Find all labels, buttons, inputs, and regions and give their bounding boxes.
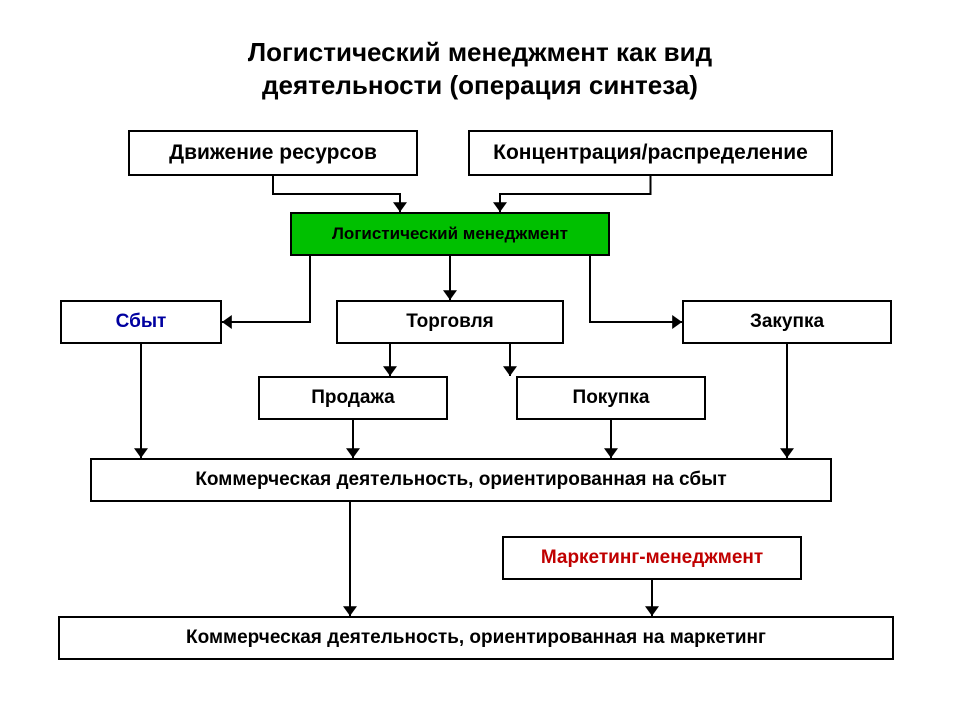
- edges-layer: [0, 0, 960, 720]
- node-sale: Продажа: [258, 376, 448, 420]
- node-resources: Движение ресурсов: [128, 130, 418, 176]
- node-marketing: Маркетинг-менеджмент: [502, 536, 802, 580]
- node-sbyt: Сбыт: [60, 300, 222, 344]
- node-buy: Покупка: [516, 376, 706, 420]
- node-comm_sbyt: Коммерческая деятельность, ориентированн…: [90, 458, 832, 502]
- node-comm_mkt: Коммерческая деятельность, ориентированн…: [58, 616, 894, 660]
- node-purchase: Закупка: [682, 300, 892, 344]
- node-logmgmt: Логистический менеджмент: [290, 212, 610, 256]
- diagram-stage: Логистический менеджмент как вид деятель…: [0, 0, 960, 720]
- node-concentr: Концентрация/распределение: [468, 130, 833, 176]
- node-trade: Торговля: [336, 300, 564, 344]
